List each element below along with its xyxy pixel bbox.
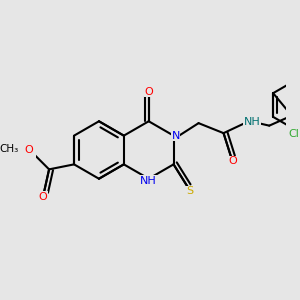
- Text: Cl: Cl: [288, 129, 299, 139]
- Text: S: S: [186, 186, 193, 196]
- Text: O: O: [24, 145, 33, 155]
- Text: NH: NH: [140, 176, 157, 186]
- Text: CH₃: CH₃: [0, 144, 19, 154]
- Text: O: O: [144, 87, 153, 97]
- Text: NH: NH: [243, 117, 260, 127]
- Text: O: O: [38, 192, 47, 202]
- Text: O: O: [228, 156, 237, 167]
- Text: N: N: [171, 130, 180, 141]
